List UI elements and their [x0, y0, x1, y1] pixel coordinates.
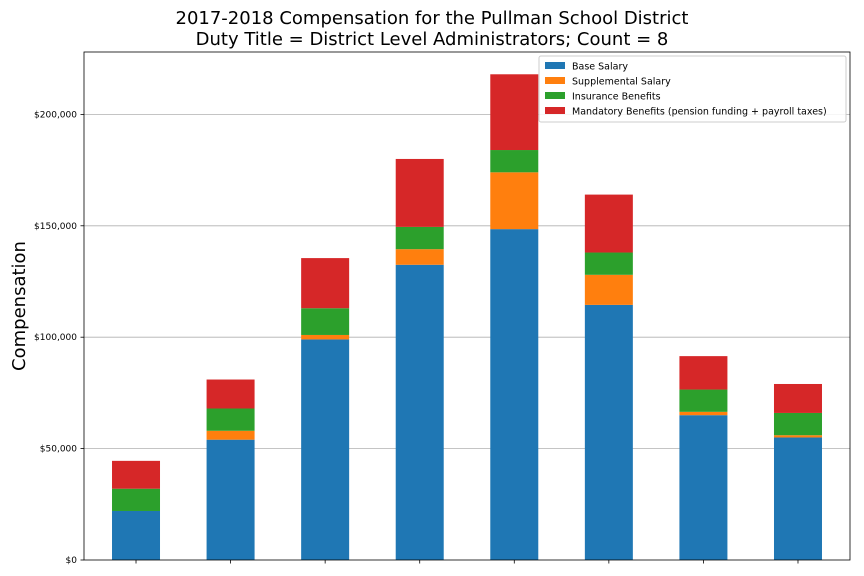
bar-segment-insurance-benefits [584, 252, 633, 275]
bar-segment-supplemental-salary [206, 430, 255, 440]
y-tick-label: $200,000 [34, 110, 77, 120]
y-axis-label: Compensation [9, 241, 30, 371]
bar-segment-base-salary [773, 437, 822, 560]
legend-swatch [545, 62, 565, 69]
bar-segment-insurance-benefits [301, 308, 350, 335]
bar-segment-mandatory-benefits-pension-funding-payroll-taxes [773, 383, 822, 413]
legend-label: Base Salary [572, 62, 628, 73]
bar-segment-supplemental-salary [679, 411, 728, 416]
legend-box [538, 55, 847, 123]
bar-segment-supplemental-salary [584, 274, 633, 305]
bar-segment-base-salary [490, 229, 539, 560]
y-tick-label: $150,000 [34, 222, 77, 232]
legend-label: Mandatory Benefits (pension funding + pa… [572, 107, 827, 118]
bar-segment-mandatory-benefits-pension-funding-payroll-taxes [679, 356, 728, 390]
bar-segment-supplemental-salary [773, 435, 822, 438]
bar-segment-base-salary [679, 415, 728, 560]
legend-label: Supplemental Salary [572, 77, 671, 88]
bar-segment-supplemental-salary [301, 334, 350, 340]
bar-segment-base-salary [301, 339, 350, 560]
legend-swatch [545, 107, 565, 114]
bar-segment-mandatory-benefits-pension-funding-payroll-taxes [206, 379, 255, 409]
plot-frame [83, 51, 851, 561]
bar-segment-insurance-benefits [206, 408, 255, 431]
y-tick-label: $100,000 [34, 333, 77, 343]
legend-swatch [545, 92, 565, 99]
bar-segment-insurance-benefits [679, 389, 728, 412]
bar-segment-mandatory-benefits-pension-funding-payroll-taxes [584, 194, 633, 253]
chart-title: 2017-2018 Compensation for the Pullman S… [175, 8, 689, 29]
bar-segment-supplemental-salary [395, 249, 444, 265]
y-tick-label: $50,000 [40, 445, 77, 455]
bar-segment-insurance-benefits [112, 488, 161, 511]
chart-subtitle: Duty Title = District Level Administrato… [195, 29, 669, 50]
bar-segment-insurance-benefits [395, 226, 444, 250]
bar-segment-mandatory-benefits-pension-funding-payroll-taxes [395, 158, 444, 227]
bar-segment-insurance-benefits [490, 150, 539, 173]
bar-segment-mandatory-benefits-pension-funding-payroll-taxes [112, 460, 161, 489]
bar-segment-base-salary [112, 510, 161, 560]
legend-label: Insurance Benefits [572, 92, 661, 103]
bar-segment-base-salary [206, 439, 255, 560]
bar-segment-mandatory-benefits-pension-funding-payroll-taxes [301, 258, 350, 309]
bar-segment-insurance-benefits [773, 412, 822, 436]
bar-segment-base-salary [395, 264, 444, 560]
bar-segment-base-salary [584, 304, 633, 560]
y-tick-label: $0 [66, 556, 78, 566]
bar-segment-supplemental-salary [490, 172, 539, 230]
legend-swatch [545, 77, 565, 84]
bar-segment-mandatory-benefits-pension-funding-payroll-taxes [490, 74, 539, 151]
